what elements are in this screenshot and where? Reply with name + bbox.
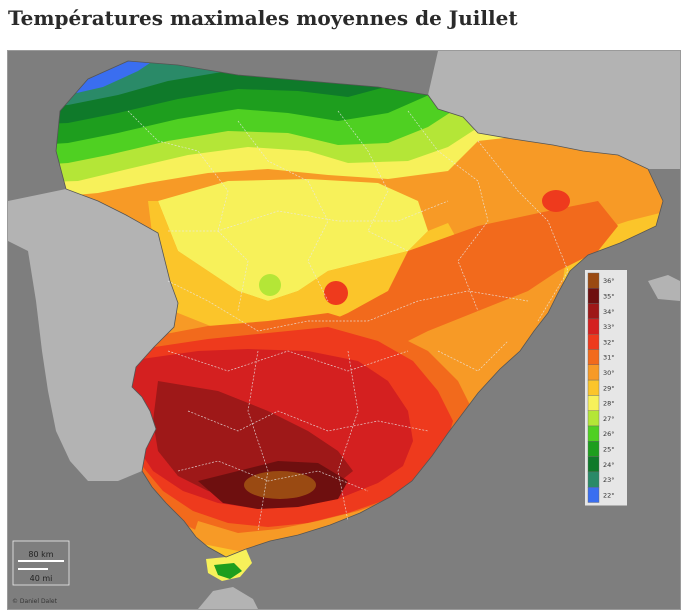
legend-label: 29° — [603, 384, 615, 392]
legend-label: 33° — [603, 323, 615, 331]
balearic-land — [648, 275, 680, 301]
hot-spot-madrid — [324, 281, 348, 305]
map-frame: 36° 35° 34° 33° 32° 31° 30° 29° 28° 27° 26° 25° 24° 2… — [7, 50, 681, 610]
legend-label: 30° — [603, 369, 615, 377]
france-land — [428, 51, 680, 169]
cool-spot-avila — [259, 274, 281, 296]
legend-swatch — [587, 334, 600, 350]
legend-label: 35° — [603, 292, 615, 300]
legend-swatch — [587, 471, 600, 488]
province-borders — [127, 110, 569, 532]
zone-28-central — [158, 179, 428, 301]
legend-label: 22° — [603, 491, 615, 499]
legend-swatch — [587, 487, 600, 503]
legend-swatch — [587, 441, 600, 457]
legend-swatch — [587, 379, 600, 396]
temperature-map: 36° 35° 34° 33° 32° 31° 30° 29° 28° 27° 26° 25° 24° 2… — [8, 51, 680, 609]
morocco-land — [198, 587, 258, 609]
legend-swatch — [587, 272, 600, 289]
legend-label: 23° — [603, 476, 615, 484]
legend-label: 26° — [603, 430, 615, 438]
legend-swatch — [587, 349, 600, 366]
hot-spot-ebro — [542, 190, 570, 212]
zone-29 — [148, 201, 458, 341]
scale-mi-label: 40 mi — [30, 574, 53, 583]
zone-31-ebro — [308, 201, 618, 351]
legend-swatch — [587, 288, 600, 304]
coastline — [55, 60, 664, 558]
scale-bar: 80 km 40 mi — [12, 540, 70, 586]
legend-swatch — [587, 456, 600, 473]
southern-tip-green — [214, 563, 242, 579]
legend-label: 28° — [603, 400, 615, 408]
legend-label: 31° — [603, 354, 615, 362]
legend-label: 27° — [603, 415, 615, 423]
legend-swatch — [587, 425, 600, 442]
portugal-land — [8, 189, 178, 481]
legend-swatch — [587, 303, 600, 320]
zone-36 — [244, 471, 316, 499]
legend-label: 36° — [603, 277, 615, 285]
credit-text: © Daniel Dalet — [12, 598, 58, 605]
legend-swatch — [587, 364, 600, 381]
temperature-legend: 36° 35° 34° 33° 32° 31° 30° 29° 28° 27° 26° 25° 24° 2… — [585, 270, 627, 506]
scale-km-label: 80 km — [28, 550, 53, 559]
legend-label: 34° — [603, 308, 615, 316]
legend-label: 32° — [603, 338, 615, 346]
legend-label: 25° — [603, 445, 615, 453]
legend-label: 24° — [603, 461, 615, 469]
legend-swatch — [587, 395, 600, 411]
legend-swatch — [587, 318, 600, 335]
legend-swatch — [587, 410, 600, 427]
page-title: Températures maximales moyennes de Juill… — [8, 6, 518, 30]
